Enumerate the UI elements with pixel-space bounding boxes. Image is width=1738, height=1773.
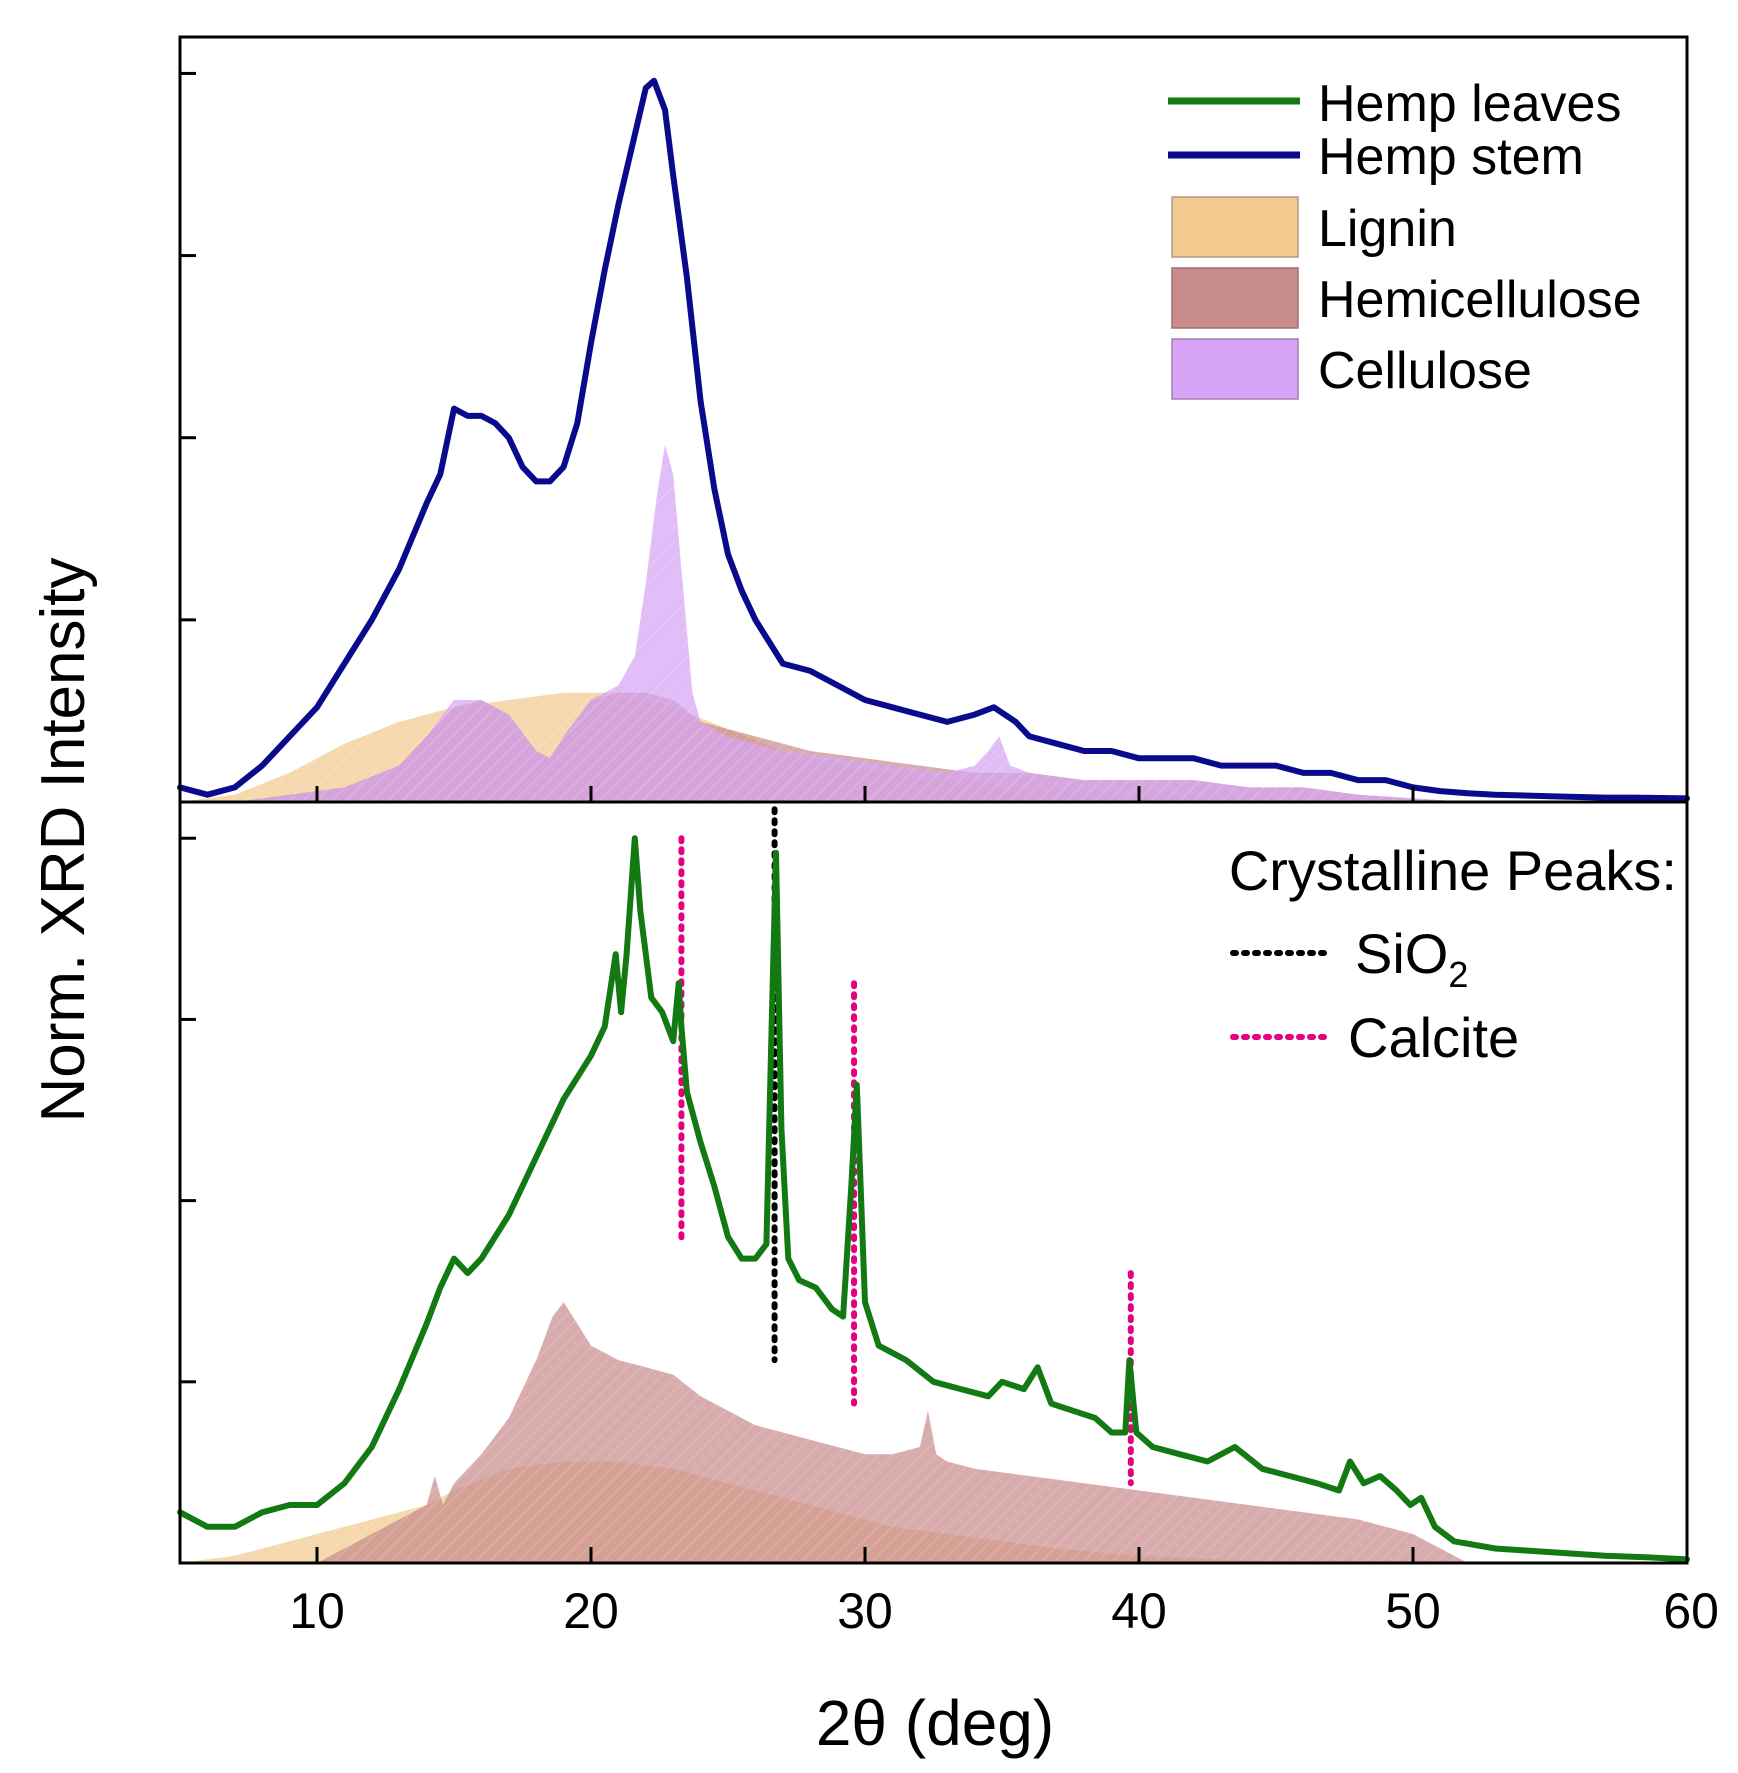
x-axis-label: 2θ (deg) bbox=[816, 1687, 1054, 1759]
sio2-subscript: 2 bbox=[1448, 954, 1468, 995]
top-panel-areas bbox=[180, 445, 1468, 802]
legend-label-hemp-leaves: Hemp leaves bbox=[1318, 75, 1621, 133]
x-tick-label-60: 60 bbox=[1663, 1583, 1719, 1639]
y-axis-label: Norm. XRD Intensity bbox=[29, 557, 98, 1122]
top-area-hatch-cellulose bbox=[234, 445, 1468, 802]
x-tick-labels: 10 20 30 40 50 60 bbox=[289, 1583, 1719, 1639]
legend-patch-cellulose bbox=[1171, 338, 1299, 400]
bottom-area-hatch-hemicellulose bbox=[317, 1302, 1468, 1563]
sio2-label: SiO bbox=[1355, 922, 1448, 985]
legend-label-sio2: SiO2 bbox=[1355, 922, 1468, 995]
top-panel-lines bbox=[177, 77, 1690, 802]
bottom-legend: Crystalline Peaks: SiO2 Calcite bbox=[1229, 839, 1677, 1069]
bottom-panel-reference-lines bbox=[678, 806, 1134, 1487]
legend-patch-lignin bbox=[1171, 196, 1299, 258]
bottom-panel-areas bbox=[180, 1302, 1468, 1563]
x-tick-label-30: 30 bbox=[837, 1583, 893, 1639]
legend-label-calcite: Calcite bbox=[1348, 1006, 1519, 1069]
legend-label-hemp-stem: Hemp stem bbox=[1318, 128, 1584, 186]
top-legend: Hemp leaves Hemp stem Lignin Hemicellulo… bbox=[1168, 75, 1642, 400]
crystalline-peaks-title: Crystalline Peaks: bbox=[1229, 839, 1677, 902]
top-line-hemp-stem bbox=[177, 77, 1690, 802]
axis-ticks bbox=[180, 71, 1689, 1563]
legend-patch-hemicellulose bbox=[1171, 267, 1299, 329]
x-tick-label-10: 10 bbox=[289, 1583, 345, 1639]
legend-label-hemicellulose: Hemicellulose bbox=[1318, 271, 1642, 329]
x-tick-label-20: 20 bbox=[563, 1583, 619, 1639]
bottom-panel-lines bbox=[177, 835, 1690, 1563]
x-tick-label-40: 40 bbox=[1111, 1583, 1167, 1639]
legend-label-cellulose: Cellulose bbox=[1318, 342, 1532, 400]
legend-label-lignin: Lignin bbox=[1318, 200, 1457, 258]
x-tick-label-50: 50 bbox=[1385, 1583, 1441, 1639]
bottom-line-hemp-leaves bbox=[177, 835, 1690, 1563]
